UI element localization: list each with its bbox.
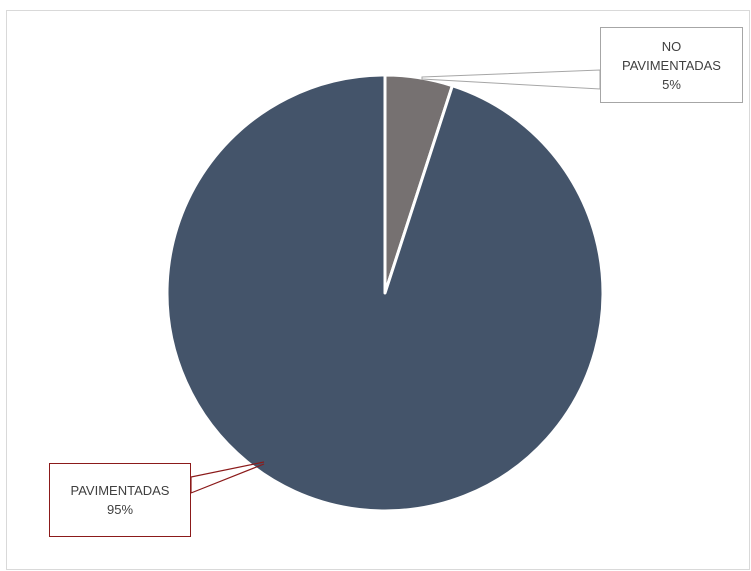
pie-slices: [165, 73, 605, 513]
leader-line-pavimentadas: [190, 461, 265, 493]
data-label-percent: 95%: [106, 502, 134, 517]
data-label-category-line-1: NO: [661, 38, 682, 54]
data-label-percent: 5%: [662, 76, 681, 92]
leader-line-pavimentadas-inner: [190, 463, 265, 494]
data-label-pavimentadas: PAVIMENTADAS 95%: [49, 463, 191, 537]
data-label-category: PAVIMENTADAS: [70, 483, 170, 498]
data-label-category-line-2: PAVIMENTADAS: [622, 57, 721, 73]
pie-slice-pavimentadas: [165, 73, 605, 513]
data-label-no-pavimentadas: NO PAVIMENTADAS 5%: [600, 27, 743, 103]
